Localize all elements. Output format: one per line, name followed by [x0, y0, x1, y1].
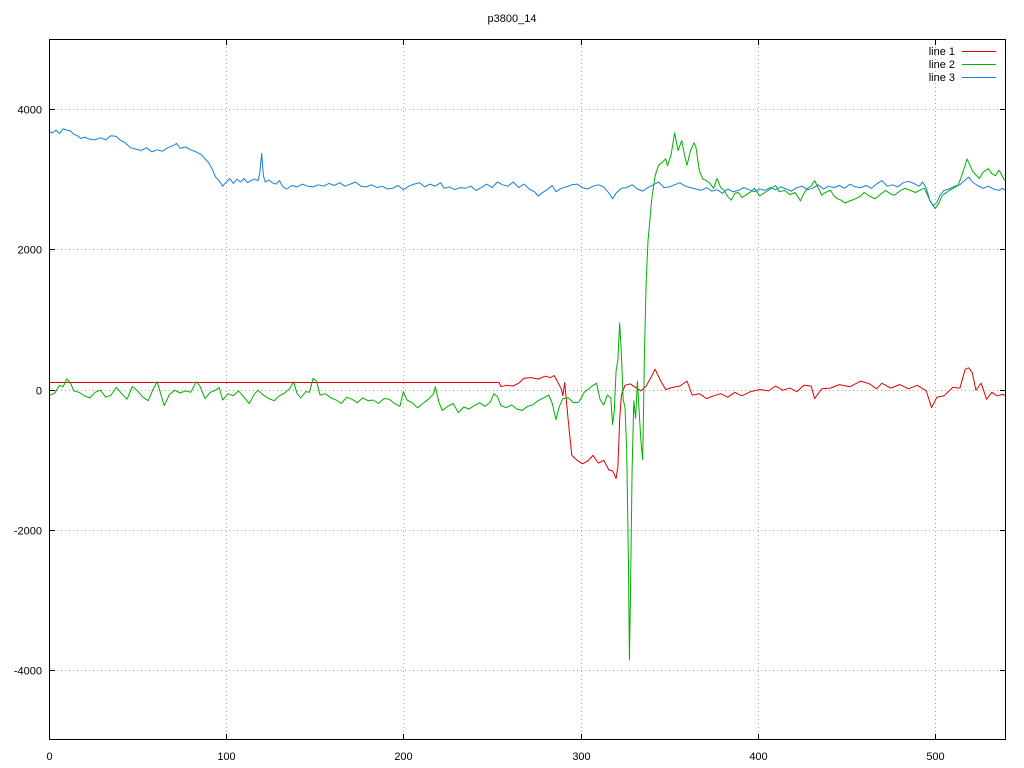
legend-label-2: line 2	[929, 59, 955, 71]
y-axis-tick-labels: 4000 2000 0 -2000 -4000	[14, 105, 42, 678]
series-line-3	[49, 128, 1006, 207]
x-tick-label: 300	[572, 751, 590, 763]
series-lines	[49, 128, 1006, 661]
plot-border	[49, 39, 1006, 740]
legend-entry-1: line 1	[929, 46, 996, 58]
series-line-2	[49, 132, 1006, 661]
x-tick-label: 200	[394, 751, 412, 763]
series-line-1	[49, 367, 1006, 479]
y-tick-label: 2000	[18, 245, 42, 257]
legend-entry-3: line 3	[929, 72, 996, 84]
y-tick-label: 0	[36, 386, 42, 398]
x-tick-label: 100	[217, 751, 235, 763]
grid	[49, 39, 1006, 740]
x-tick-label: 500	[926, 751, 944, 763]
legend-label-3: line 3	[929, 72, 955, 84]
legend-entry-2: line 2	[929, 59, 996, 71]
chart-title: p3800_14	[488, 13, 537, 25]
y-tick-label: 4000	[18, 105, 42, 117]
y-tick-label: -4000	[14, 666, 42, 678]
y-tick-label: -2000	[14, 526, 42, 538]
legend-label-1: line 1	[929, 46, 955, 58]
x-axis-tick-labels: 0 100 200 300 400 500	[46, 751, 944, 763]
x-tick-label: 0	[46, 751, 52, 763]
x-tick-label: 400	[749, 751, 767, 763]
